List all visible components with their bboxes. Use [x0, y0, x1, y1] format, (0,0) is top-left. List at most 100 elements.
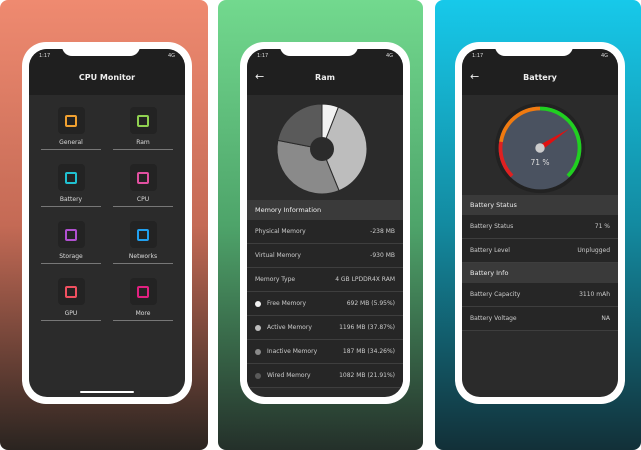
section-header: Battery Status	[462, 195, 618, 215]
memory-row: Free Memory 692 MB (5.95%)	[247, 292, 403, 316]
phone-icon	[65, 114, 77, 127]
row-label: Active Memory	[267, 324, 312, 331]
screenshot-panel-ram: ← Ram 1:17 4G Memory Information Physical…	[218, 0, 423, 450]
menu-item-more[interactable]: More	[107, 278, 179, 321]
row-value: -930 MB	[370, 252, 395, 259]
status-time: 1:17	[39, 53, 51, 59]
screen: ← Ram 1:17 4G Memory Information Physical…	[247, 49, 403, 397]
status-time: 1:17	[257, 53, 269, 59]
status-network: 4G	[600, 53, 608, 59]
row-value: 3110 mAh	[579, 291, 610, 298]
phone-frame: CPU Monitor 1:17 4G General Ram Battery CPU S…	[22, 42, 192, 404]
notch	[495, 42, 573, 56]
memory-row: Active Memory 1196 MB (37.87%)	[247, 316, 403, 340]
battery-icon	[65, 171, 77, 184]
row-label: Battery Level	[470, 247, 510, 254]
row-value: 187 MB (34.26%)	[342, 348, 395, 355]
divider	[41, 263, 101, 264]
menu-item-label: Ram	[136, 139, 150, 146]
info-row: Battery Capacity 3110 mAh	[462, 283, 618, 307]
info-row: Memory Type 4 GB LPDDR4X RAM	[247, 268, 403, 292]
row-value: -238 MB	[370, 228, 395, 235]
grid-icon	[137, 285, 149, 298]
memory-pie-chart	[276, 103, 368, 195]
divider	[41, 149, 101, 150]
menu-item-storage[interactable]: Storage	[35, 221, 107, 264]
section-header: Battery Info	[462, 263, 618, 283]
status-time: 1:17	[472, 53, 484, 59]
legend-dot	[255, 348, 261, 355]
page-title: CPU Monitor	[78, 73, 136, 82]
battery-gauge: 71 %	[494, 102, 586, 194]
menu-item-cpu[interactable]: CPU	[107, 164, 179, 207]
row-value: NA	[601, 315, 610, 322]
header: CPU Monitor	[29, 49, 185, 95]
menu-item-battery[interactable]: Battery	[35, 164, 107, 207]
menu-item-label: Battery	[59, 196, 83, 203]
row-value: 1196 MB (37.87%)	[339, 324, 395, 331]
page-title: Battery	[523, 73, 557, 82]
legend-dot	[255, 324, 261, 331]
menu-item-label: Networks	[128, 253, 158, 260]
gauge-label: 71 %	[530, 158, 549, 167]
row-label: Battery Voltage	[470, 315, 517, 322]
menu-item-ram[interactable]: Ram	[107, 107, 179, 150]
notch	[280, 42, 358, 56]
row-value: 4 GB LPDDR4X RAM	[335, 276, 395, 283]
info-row: Battery Voltage NA	[462, 307, 618, 331]
row-value: 1082 MB (21.91%)	[339, 372, 395, 379]
screenshot-panel-battery: ← Battery 1:17 4G 71 % Battery Status Batt…	[435, 0, 641, 450]
menu-item-label: General	[59, 139, 83, 146]
section-header: Memory Information	[247, 200, 403, 220]
cpu-icon	[137, 171, 149, 184]
memory-row: Inactive Memory 187 MB (34.26%)	[247, 340, 403, 364]
menu-grid: General Ram Battery CPU Storage Networks GPU Mo…	[35, 107, 179, 321]
row-label: Wired Memory	[267, 372, 311, 379]
row-label: Battery Status	[470, 223, 514, 230]
status-network: 4G	[385, 53, 393, 59]
menu-item-label: GPU	[64, 310, 78, 317]
divider	[113, 149, 173, 150]
phone-frame: ← Battery 1:17 4G 71 % Battery Status Batt…	[455, 42, 625, 404]
divider	[113, 263, 173, 264]
back-arrow-icon[interactable]: ←	[470, 70, 480, 83]
row-value: 71 %	[594, 223, 610, 230]
menu-item-networks[interactable]: Networks	[107, 221, 179, 264]
legend-dot	[255, 300, 261, 307]
notch	[62, 42, 140, 56]
info-row: Battery Status 71 %	[462, 215, 618, 239]
pie-slice-active-memory	[321, 106, 368, 192]
back-arrow-icon[interactable]: ←	[255, 70, 265, 83]
gauge-needle	[538, 128, 570, 151]
gpu-icon	[65, 285, 77, 298]
memory-row: Wired Memory 1082 MB (21.91%)	[247, 364, 403, 388]
header: ← Battery	[462, 49, 618, 95]
menu-item-label: Storage	[59, 253, 83, 260]
menu-item-gpu[interactable]: GPU	[35, 278, 107, 321]
row-label: Virtual Memory	[255, 252, 301, 259]
divider	[113, 320, 173, 321]
pie-hole	[310, 137, 334, 161]
status-network: 4G	[167, 53, 175, 59]
divider	[113, 206, 173, 207]
info-row: Physical Memory -238 MB	[247, 220, 403, 244]
header: ← Ram	[247, 49, 403, 95]
row-label: Inactive Memory	[267, 348, 318, 355]
info-row: Battery Level Unplugged	[462, 239, 618, 263]
page-title: Ram	[315, 73, 335, 82]
menu-item-label: CPU	[136, 196, 150, 203]
divider	[41, 206, 101, 207]
row-label: Memory Type	[255, 276, 296, 283]
screen: ← Battery 1:17 4G 71 % Battery Status Batt…	[462, 49, 618, 397]
pie-slice-wired-memory	[277, 103, 323, 150]
row-label: Battery Capacity	[470, 291, 521, 298]
menu-item-general[interactable]: General	[35, 107, 107, 150]
hard-drive-icon	[65, 228, 77, 241]
row-label: Physical Memory	[255, 228, 306, 235]
ram-icon	[137, 114, 149, 127]
screen: CPU Monitor 1:17 4G General Ram Battery CPU S…	[29, 49, 185, 397]
screenshot-panel-cpu-monitor: CPU Monitor 1:17 4G General Ram Battery CPU S…	[0, 0, 208, 450]
legend-dot	[255, 372, 261, 379]
info-row: Virtual Memory -930 MB	[247, 244, 403, 268]
home-indicator	[80, 391, 134, 393]
